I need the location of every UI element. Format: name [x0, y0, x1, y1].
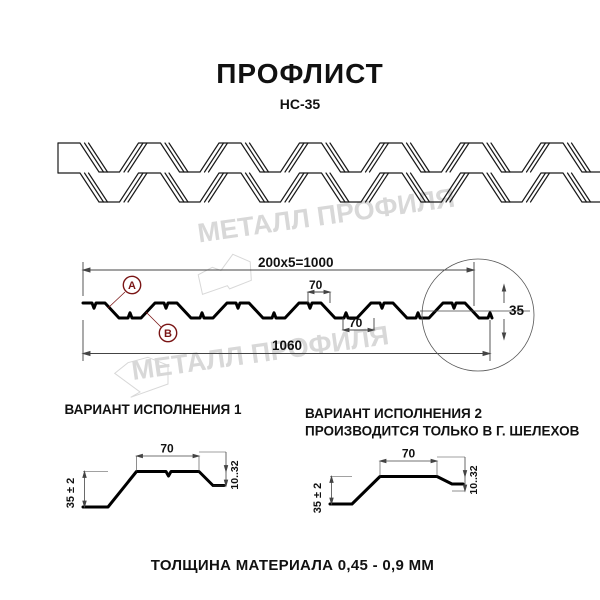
svg-text:70: 70 [309, 278, 323, 292]
svg-text:ТОЛЩИНА МАТЕРИАЛА 0,45 - 0,9 М: ТОЛЩИНА МАТЕРИАЛА 0,45 - 0,9 МM [151, 557, 434, 574]
svg-text:70: 70 [402, 447, 416, 461]
svg-text:ВАРИАНТ ИСПОЛНЕНИЯ 1: ВАРИАНТ ИСПОЛНЕНИЯ 1 [65, 402, 242, 417]
svg-text:ПРОИЗВОДИТСЯ ТОЛЬКО В Г. ШЕЛЕХ: ПРОИЗВОДИТСЯ ТОЛЬКО В Г. ШЕЛЕХОВ [305, 424, 580, 439]
svg-text:200x5=1000: 200x5=1000 [258, 255, 333, 270]
svg-text:10..32: 10..32 [229, 460, 241, 489]
svg-text:B: B [164, 328, 172, 340]
svg-text:A: A [128, 280, 136, 292]
svg-text:10..32: 10..32 [468, 465, 480, 494]
svg-text:35 ± 2: 35 ± 2 [65, 478, 77, 509]
svg-text:ВАРИАНТ ИСПОЛНЕНИЯ 2: ВАРИАНТ ИСПОЛНЕНИЯ 2 [305, 406, 482, 421]
svg-text:70: 70 [349, 316, 363, 330]
svg-text:35: 35 [509, 303, 525, 318]
svg-text:1060: 1060 [272, 338, 302, 353]
svg-text:70: 70 [160, 442, 174, 456]
svg-text:МЕТАЛЛ ПРОФИЛЯ: МЕТАЛЛ ПРОФИЛЯ [196, 183, 457, 249]
svg-text:35 ± 2: 35 ± 2 [312, 483, 324, 514]
